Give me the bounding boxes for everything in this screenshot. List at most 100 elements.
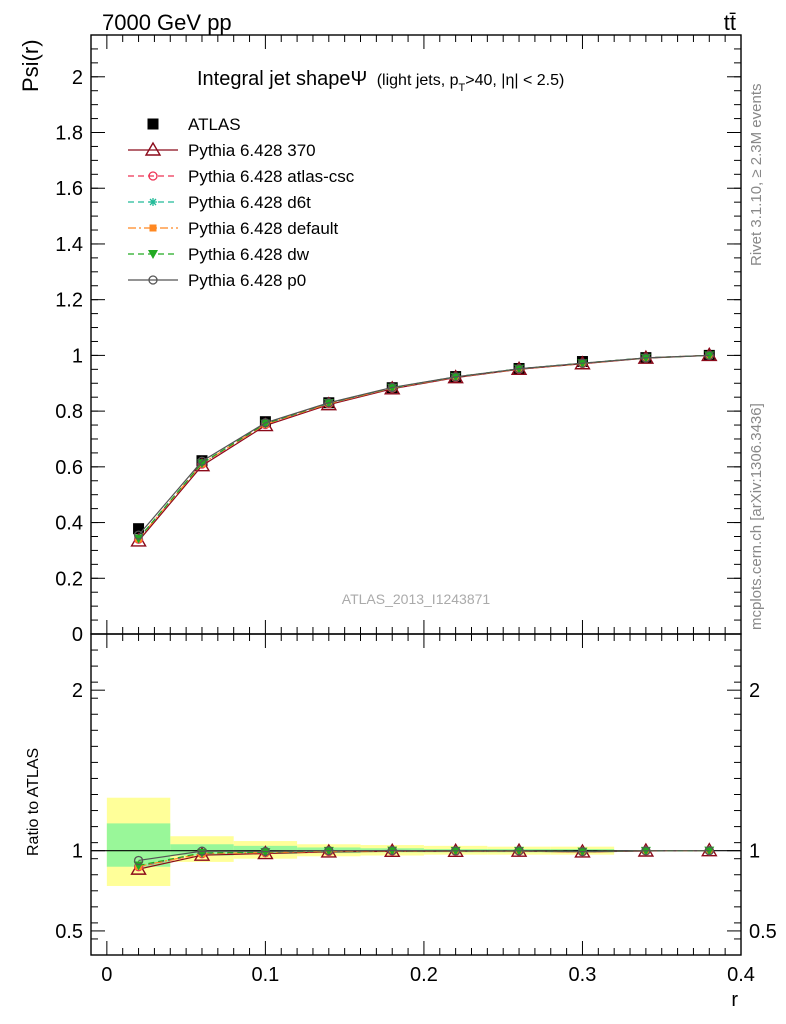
analysis-watermark: ATLAS_2013_I1243871 [342, 591, 491, 607]
ratio-plot-panel: 0.5 0.5 1 1 2 2 0 0.1 0.2 0.3 0.4 [55, 633, 777, 986]
series-pythia-6-428-p0 [133, 845, 714, 866]
y-tick-label: 1.4 [55, 234, 83, 256]
main-plot-panel: 0 0.2 0.4 0.6 0.8 1 1.2 1.4 1.6 1.8 2 ATLAS Pythia 6… [55, 34, 742, 646]
legend-marker [144, 141, 162, 156]
x-tick-label: 0.1 [251, 964, 279, 986]
title-sub-suffix: >40, |η| < 2.5) [465, 72, 564, 89]
series-pythia-6-428-370 [130, 347, 718, 547]
legend-label: Pythia 6.428 370 [188, 141, 316, 160]
data-point [387, 845, 397, 856]
data-point [641, 353, 651, 363]
uncertainty-bands [106, 797, 615, 886]
data-point [514, 364, 524, 374]
title-psi: Ψ [350, 68, 367, 90]
legend-marker [149, 198, 157, 206]
plot-title: Integral jet shapeΨ (light jets, pT>40, … [197, 68, 564, 94]
data-point [323, 399, 334, 409]
title-sub-prefix: (light jets, p [377, 72, 459, 89]
legend-entry: ATLAS [147, 115, 241, 134]
data-point [641, 846, 651, 856]
legend-label: Pythia 6.428 default [188, 219, 339, 238]
series-line [138, 354, 710, 536]
series-line [138, 849, 710, 862]
y-tick-label: 1 [72, 841, 83, 863]
mcplots-label: mcplots.cern.ch [arXiv:1306.3436] [748, 403, 765, 630]
inner-band [106, 823, 171, 867]
series-atlas [133, 349, 715, 535]
legend-marker [147, 118, 159, 130]
y-tick-label: 1 [72, 345, 83, 367]
legend-label: Pythia 6.428 dw [188, 245, 310, 264]
y-tick-label: 2 [72, 680, 83, 702]
series-line [138, 354, 710, 539]
data-point [197, 846, 207, 856]
series-pythia-6-428-dw [133, 351, 715, 544]
data-point [260, 846, 271, 857]
data-point [260, 418, 271, 428]
y-axis-title-ratio: Ratio to ATLAS [25, 748, 42, 856]
y-tick-label: 0.6 [55, 457, 83, 479]
y-tick-label: 0.5 [55, 921, 83, 943]
legend: ATLAS Pythia 6.428 370 Pythia 6.428 atlas-… [128, 115, 355, 290]
data-point [704, 846, 714, 856]
legend-entry: Pythia 6.428 atlas-csc [128, 167, 355, 186]
data-point [704, 350, 714, 361]
legend-entry: Pythia 6.428 default [128, 219, 339, 238]
legend-label: Pythia 6.428 p0 [188, 271, 306, 290]
data-point [260, 848, 271, 858]
legend-marker [148, 250, 158, 259]
x-axis-title: r [731, 989, 738, 1011]
series-pythia-6-428-atlas-csc [133, 350, 714, 544]
y-tick-label-right: 2 [749, 680, 760, 702]
legend-marker [148, 275, 158, 285]
data-point [577, 846, 588, 857]
data-point [196, 459, 207, 469]
series-pythia-6-428-d6t [134, 351, 714, 543]
title-main: Integral jet shape [197, 68, 350, 90]
y-tick-label-right: 0.5 [749, 921, 777, 943]
data-point [387, 383, 398, 393]
legend-entry: Pythia 6.428 370 [128, 141, 316, 160]
data-point [387, 382, 397, 393]
plot-frame [90, 633, 742, 956]
legend-entry: Pythia 6.428 d6t [128, 193, 311, 212]
legend-label: ATLAS [188, 115, 241, 134]
legend-marker [148, 171, 158, 181]
y-tick-label: 1.2 [55, 290, 83, 312]
legend-marker [149, 224, 157, 232]
data-point [324, 398, 334, 408]
y-tick-label: 0.4 [55, 513, 83, 535]
y-tick-label: 0.2 [55, 568, 83, 590]
data-point [450, 372, 461, 382]
y-axis-title-main: Psi(r) [18, 39, 43, 92]
data-point [450, 846, 461, 856]
y-tick-label: 1.8 [55, 123, 83, 145]
legend-entry: Pythia 6.428 dw [128, 245, 310, 264]
series-pythia-6-428-p0 [133, 350, 714, 540]
y-tick-label: 1.6 [55, 178, 83, 200]
data-point [577, 358, 588, 368]
x-tick-label: 0 [101, 964, 112, 986]
data-point [197, 456, 207, 466]
x-tick-label: 0.3 [569, 964, 597, 986]
legend-label: Pythia 6.428 d6t [188, 193, 311, 212]
data-point [324, 846, 334, 856]
series-pythia-6-428-default [135, 351, 713, 543]
rivet-label: Rivet 3.1.10, ≥ 2.3M events [748, 84, 765, 267]
title-sub-T: T [459, 82, 466, 94]
data-point [514, 846, 524, 856]
x-tick-label: 0.2 [410, 964, 438, 986]
y-tick-label: 0.8 [55, 401, 83, 423]
process-label: tt̄ [724, 10, 736, 35]
legend-label: Pythia 6.428 atlas-csc [188, 167, 355, 186]
data-point [133, 530, 144, 540]
data-point [323, 846, 334, 856]
x-tick-label: 0.4 [727, 964, 755, 986]
svg-text:Integral jet shapeΨ (lig: Integral jet shapeΨ (light jets, pT>40, … [197, 68, 564, 94]
y-tick-label: 2 [72, 67, 83, 89]
energy-label: 7000 GeV pp [102, 10, 232, 35]
legend-entry: Pythia 6.428 p0 [128, 271, 306, 290]
y-tick-label: 0 [72, 624, 83, 646]
y-tick-label-right: 1 [749, 841, 760, 863]
